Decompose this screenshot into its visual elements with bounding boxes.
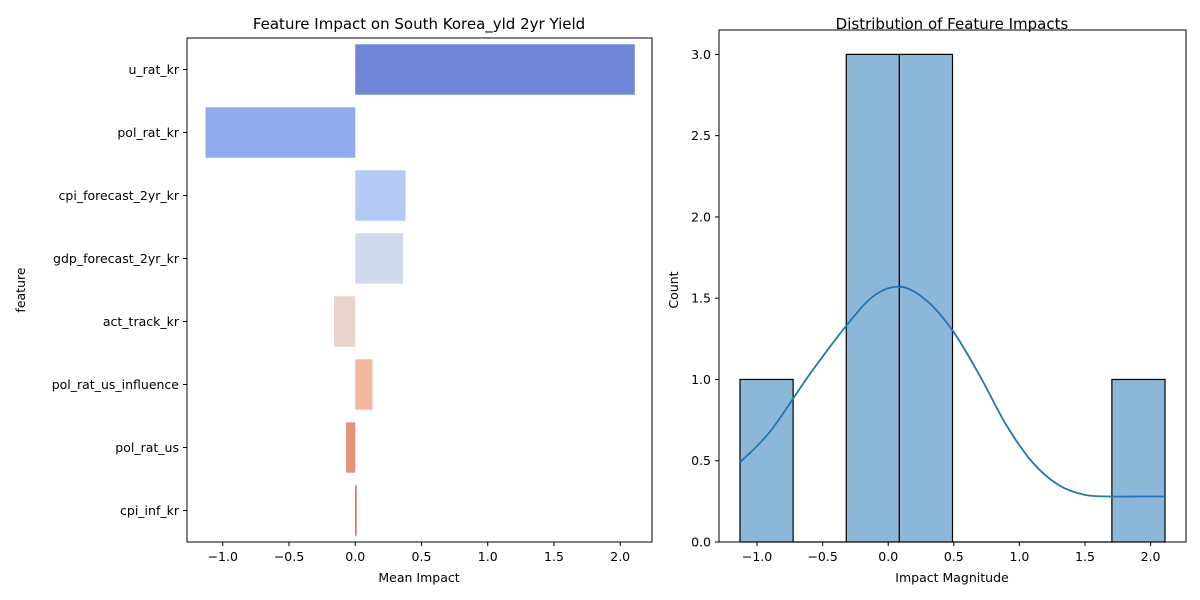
y-tick-label: 2.0 bbox=[691, 209, 711, 224]
x-tick-label: 2.0 bbox=[610, 549, 630, 564]
x-tick-label: 0.0 bbox=[878, 549, 898, 564]
left-y-axis-label: feature bbox=[13, 267, 28, 312]
y-tick-label: 0.0 bbox=[691, 535, 711, 550]
y-tick-label: 1.0 bbox=[691, 372, 711, 387]
bar-pol_rat_us bbox=[346, 422, 355, 472]
bar-pol_rat_kr bbox=[206, 107, 356, 157]
histogram-bar bbox=[899, 54, 952, 542]
y-tick-label: u_rat_kr bbox=[128, 62, 179, 77]
right-x-axis-label: Impact Magnitude bbox=[895, 570, 1009, 585]
right-y-axis-label: Count bbox=[666, 271, 681, 308]
left-chart-title: Feature Impact on South Korea_yld 2yr Yi… bbox=[253, 15, 585, 34]
left-x-axis-label: Mean Impact bbox=[378, 570, 459, 585]
x-tick-label: 1.0 bbox=[1009, 549, 1029, 564]
x-tick-label: 0.5 bbox=[412, 549, 432, 564]
bar-act_track_kr bbox=[334, 296, 355, 346]
y-tick-label: gdp_forecast_2yr_kr bbox=[53, 251, 180, 266]
y-tick-label: 3.0 bbox=[691, 47, 711, 62]
x-tick-label: −1.0 bbox=[208, 549, 238, 564]
y-tick-label: act_track_kr bbox=[103, 314, 180, 329]
bar-cpi_forecast_2yr_kr bbox=[355, 170, 405, 220]
y-tick-label: cpi_forecast_2yr_kr bbox=[59, 188, 180, 203]
histogram-bar bbox=[846, 54, 899, 542]
x-tick-label: 0.5 bbox=[944, 549, 964, 564]
x-tick-label: 1.0 bbox=[478, 549, 498, 564]
bar-u_rat_kr bbox=[355, 44, 635, 94]
x-tick-label: 2.0 bbox=[1141, 549, 1161, 564]
y-tick-label: 0.5 bbox=[691, 453, 711, 468]
x-tick-label: 0.0 bbox=[345, 549, 365, 564]
x-tick-label: 1.5 bbox=[1075, 549, 1095, 564]
y-tick-label: cpi_inf_kr bbox=[120, 503, 180, 518]
feature-impact-chart: Feature Impact on South Korea_yld 2yr Yi… bbox=[13, 15, 652, 585]
histogram-bar bbox=[1112, 379, 1165, 542]
impact-distribution-chart: Distribution of Feature Impacts −1.0 −0.5… bbox=[666, 15, 1186, 585]
y-tick-label: pol_rat_us_influence bbox=[52, 377, 180, 392]
x-tick-label: −0.5 bbox=[807, 549, 837, 564]
y-tick-label: 2.5 bbox=[691, 128, 711, 143]
bar-cpi_inf_kr bbox=[355, 485, 356, 535]
bar-gdp_forecast_2yr_kr bbox=[355, 233, 403, 283]
histogram-bar bbox=[740, 379, 793, 542]
y-tick-label: 1.5 bbox=[691, 291, 711, 306]
x-tick-label: 1.5 bbox=[544, 549, 564, 564]
y-tick-label: pol_rat_us bbox=[115, 440, 179, 455]
y-tick-label: pol_rat_kr bbox=[117, 125, 179, 140]
bar-pol_rat_us_influence bbox=[355, 359, 372, 409]
x-tick-label: −0.5 bbox=[274, 549, 304, 564]
x-tick-label: −1.0 bbox=[742, 549, 772, 564]
